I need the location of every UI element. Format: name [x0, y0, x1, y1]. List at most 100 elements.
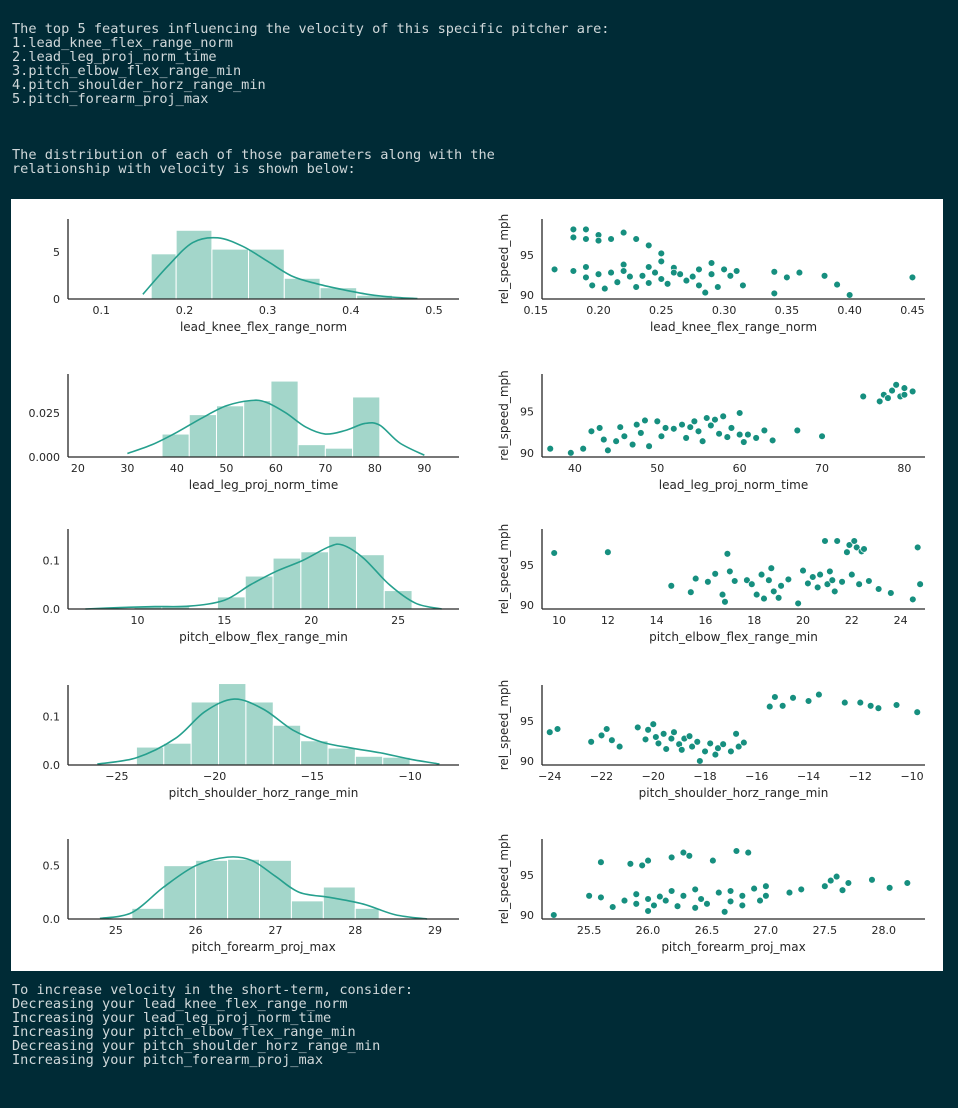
histogram-bar	[218, 683, 247, 766]
scatter-point	[637, 429, 645, 437]
chart-panel-8: −24 −22 −20 −18 −16 −14 −12 −10 90 95 pitch_should…	[497, 680, 925, 800]
scatter-point	[673, 902, 682, 910]
scatter-point	[649, 720, 658, 728]
scatter-point	[785, 888, 794, 897]
scatter-point	[721, 598, 729, 606]
scatter-point	[732, 730, 740, 738]
y-tick-label: 0.1	[43, 555, 61, 568]
scatter-point	[597, 731, 606, 740]
scatter-point	[582, 263, 590, 271]
scatter-point	[546, 728, 554, 736]
scatter-point	[838, 578, 846, 586]
x-tick-label: 0.40	[837, 304, 862, 317]
scatter-point	[732, 267, 741, 275]
scatter-point	[677, 746, 686, 754]
x-tick-label: 18	[747, 614, 761, 627]
scatter-point	[696, 757, 704, 765]
histogram-bar	[248, 248, 285, 300]
x-tick-label: −15	[301, 770, 324, 783]
scatter-point	[734, 742, 743, 751]
scatter-point	[693, 738, 702, 746]
output-line: 1.lead_knee_flex_range_norm	[12, 35, 233, 51]
scatter-point	[679, 848, 688, 857]
scatter-point	[661, 424, 670, 432]
scatter-point	[892, 381, 900, 389]
scatter-point	[698, 437, 707, 445]
histogram-bar	[354, 907, 380, 920]
x-tick-label: 28	[348, 924, 362, 937]
chart-panel-5: 10 15 20 25 0.0 0.1 pitch_elbow_flex_range_min	[43, 529, 459, 644]
x-tick-label: 50	[219, 462, 233, 475]
scatter-point	[738, 892, 747, 900]
x-tick-label: −24	[538, 770, 561, 783]
scatter-point	[641, 416, 649, 425]
output-line: To increase velocity in the short-term, …	[12, 982, 414, 998]
y-tick-label: 90	[520, 447, 534, 460]
scatter-point	[797, 885, 806, 894]
scatter-point	[719, 412, 727, 421]
scatter-point	[756, 896, 764, 905]
scatter-point	[826, 567, 834, 576]
scatter-point	[738, 901, 747, 910]
scatter-point	[887, 589, 895, 597]
scatter-point	[651, 268, 659, 277]
scatter-point	[588, 281, 596, 290]
y-axis-label: rel_speed_mph	[497, 834, 511, 925]
scatter-point	[748, 580, 756, 588]
scatter-point	[688, 742, 696, 751]
scatter-point	[667, 853, 676, 862]
scatter-point	[885, 884, 894, 892]
scatter-point	[715, 430, 723, 438]
scatter-point	[735, 409, 744, 417]
scatter-point	[632, 235, 640, 243]
scatter-point	[809, 573, 817, 581]
scatter-point	[620, 432, 629, 441]
scatter-point	[740, 738, 748, 747]
scatter-point	[718, 590, 727, 599]
scatter-point	[714, 744, 722, 752]
scatter-point	[701, 288, 709, 297]
y-tick-label: 0.1	[43, 711, 61, 724]
scatter-point	[740, 438, 748, 446]
scatter-point	[765, 702, 774, 711]
scatter-point	[546, 444, 554, 453]
x-tick-label: −20	[203, 770, 226, 783]
scatter-point	[892, 701, 901, 709]
x-tick-label: −16	[745, 770, 768, 783]
scatter-point	[667, 734, 676, 743]
output-line: The distribution of each of those parame…	[12, 147, 495, 163]
y-tick-label: 0	[53, 293, 60, 306]
scatter-point	[804, 697, 813, 705]
scatter-point	[685, 732, 694, 740]
scatter-point	[709, 856, 717, 865]
scatter-point	[587, 738, 595, 746]
scatter-point	[667, 582, 676, 590]
x-tick-label: 60	[733, 462, 747, 475]
scatter-point	[908, 387, 917, 396]
x-tick-label: 60	[269, 462, 283, 475]
output-line: The top 5 features influencing the veloc…	[12, 21, 610, 37]
scatter-point	[654, 739, 663, 748]
figure-panel: 0.1 0.2 0.3 0.4 0.5 0 5 lead_knee_flex_range_no…	[11, 199, 943, 971]
histogram-bar	[300, 740, 329, 766]
x-axis-label: lead_knee_flex_range_norm	[650, 320, 817, 334]
x-tick-label: 0.3	[259, 304, 277, 317]
x-tick-label: 0.15	[523, 304, 548, 317]
scatter-point	[726, 567, 734, 576]
scatter-point	[638, 861, 646, 870]
scatter-point	[816, 570, 824, 579]
scatter-point	[793, 426, 802, 435]
scatter-point	[644, 726, 652, 734]
x-axis-label: lead_leg_proj_norm_time	[189, 478, 338, 492]
x-tick-label: 20	[71, 462, 85, 475]
scatter-point	[794, 599, 802, 608]
scatter-point	[799, 566, 807, 575]
x-tick-label: 0.30	[712, 304, 737, 317]
scatter-point	[691, 574, 700, 583]
y-tick-label: 0.0	[43, 759, 61, 772]
scatter-point	[686, 423, 695, 431]
x-tick-label: 0.1	[93, 304, 111, 317]
x-tick-label: 25	[109, 924, 123, 937]
scatter-point	[607, 268, 615, 277]
scatter-point	[762, 882, 770, 890]
